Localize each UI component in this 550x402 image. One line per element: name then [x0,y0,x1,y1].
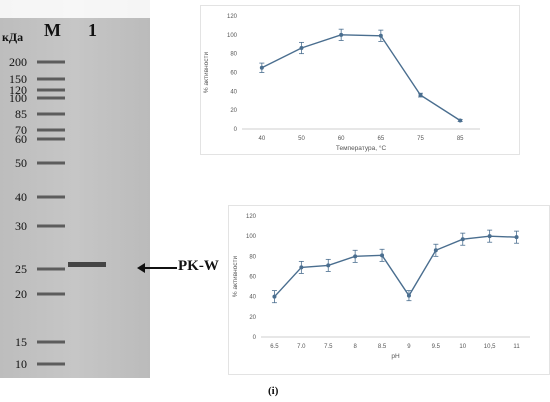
y-tick-label: 0 [234,127,238,133]
marker-label: 15 [15,335,27,349]
marker-band [37,362,65,366]
marker-label: 40 [15,190,27,204]
marker-band [37,195,65,199]
kda-label: кДа [2,30,24,44]
y-tick-label: 60 [249,275,256,281]
series-line [273,235,517,298]
y-tick-label: 80 [230,52,237,58]
data-point [418,93,423,98]
marker-label: 150 [9,72,27,86]
y-tick-label: 120 [227,14,238,20]
y-tick-label: 20 [230,108,237,114]
y-tick-label: 80 [249,254,256,260]
x-tick-label: 10 [459,344,466,350]
gel-background [0,0,150,378]
marker-label: 200 [9,55,27,69]
x-tick-label: 40 [258,136,265,142]
marker-band [37,112,65,116]
ph-chart: 0 20 40 60 80 100 120 6.5 7.0 7.5 8 8.5 9 9.5 10 10,5 11… [228,205,550,375]
x-axis-label: pH [391,353,400,360]
lane-1-label: 1 [88,20,97,40]
y-tick-label: 60 [230,71,237,77]
y-tick-label: 120 [246,214,257,220]
marker-band [37,161,65,165]
y-axis-label: % активности [232,256,239,298]
marker-band [37,88,65,92]
data-point [458,118,463,123]
marker-band [37,224,65,228]
y-tick-label: 40 [230,89,237,95]
marker-band [37,340,65,344]
pk-w-band [68,262,106,267]
x-tick-label: 50 [298,136,305,142]
marker-label: 120 [9,83,27,97]
data-point [433,248,438,253]
data-point [339,32,344,37]
data-point [299,265,304,270]
lane-m-label: M [44,20,61,40]
data-point [299,46,304,51]
y-tick-label: 0 [253,335,257,341]
x-tick-label: 10,5 [484,344,496,350]
temperature-chart: 0 20 40 60 80 100 120 40 50 60 65 75 85 Температура, … [200,5,520,155]
marker-label: 100 [9,91,27,105]
x-tick-label: 8.5 [378,344,387,350]
data-point [406,293,411,298]
x-tick-label: 11 [513,344,520,350]
x-tick-label: 7.5 [324,344,333,350]
marker-bands [37,60,65,366]
data-point [353,254,358,259]
sds-page-gel [0,0,150,378]
data-point [487,234,492,239]
x-axis-label: Температура, °С [336,144,387,152]
marker-band [37,137,65,141]
y-tick-label: 100 [227,33,238,39]
y-tick-label: 40 [249,295,256,301]
marker-band [37,292,65,296]
marker-band [37,128,65,132]
data-point [272,294,277,299]
x-tick-label: 9 [407,344,411,350]
x-tick-label: 65 [377,136,384,142]
marker-label: 85 [15,107,27,121]
marker-band [37,96,65,100]
marker-label: 20 [15,287,27,301]
x-tick-label: 8 [353,344,357,350]
marker-band [37,60,65,64]
marker-label: 50 [15,156,27,170]
series-line [261,34,461,122]
data-point [326,263,331,268]
marker-label: 10 [15,357,27,371]
data-point [514,235,519,240]
data-point [380,253,385,258]
x-tick-label: 7.0 [297,344,306,350]
data-point [259,65,264,70]
chart-frame [228,205,550,375]
marker-label: 70 [15,123,27,137]
marker-label: 25 [15,262,27,276]
marker-label: 60 [15,132,27,146]
marker-label: 30 [15,219,27,233]
x-tick-label: 6.5 [270,344,279,350]
gel-white-header [0,0,150,18]
x-tick-label: 85 [457,136,464,142]
data-point [460,237,465,242]
x-tick-label: 9.5 [432,344,441,350]
y-axis-label: % активности [203,52,210,94]
arrow-left-icon [137,263,177,273]
marker-band [37,267,65,271]
y-tick-label: 100 [246,234,257,240]
x-tick-label: 60 [338,136,345,142]
y-tick-label: 20 [249,315,256,321]
x-tick-label: 75 [417,136,424,142]
data-point [378,33,383,38]
marker-band [37,77,65,81]
protein-label: PK-W [178,258,219,274]
gel-image [0,0,150,378]
chart-frame [200,5,520,155]
figure-caption: (i) [268,385,279,397]
